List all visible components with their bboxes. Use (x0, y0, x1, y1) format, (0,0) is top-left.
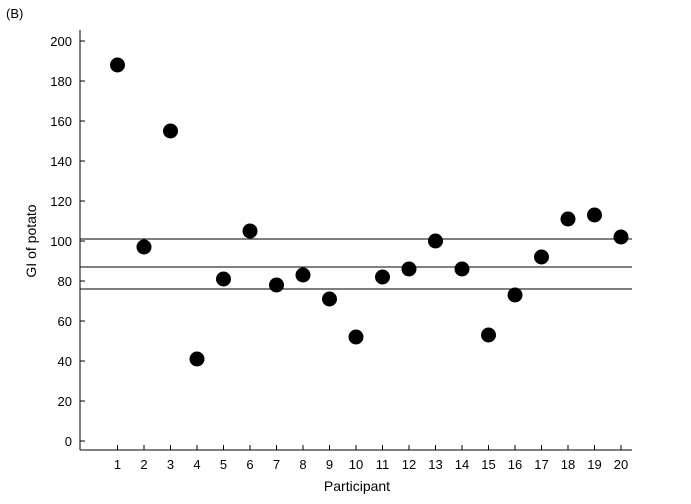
x-tick-label: 9 (326, 457, 333, 472)
x-tick-label: 4 (193, 457, 200, 472)
x-tick-label: 11 (376, 457, 390, 472)
y-tick-label: 120 (50, 194, 72, 209)
data-point (322, 291, 337, 307)
x-tick-label: 10 (349, 457, 363, 472)
x-tick-label: 5 (220, 457, 227, 472)
y-axis-title: GI of potato (23, 204, 39, 277)
data-point (110, 57, 125, 73)
x-axis-ticks: 1 2 3 4 5 6 7 8 9 10 11 12 13 14 15 16 17 18 19 20 (114, 445, 628, 472)
x-tick-label: 1 (114, 457, 121, 472)
x-tick-label: 12 (402, 457, 416, 472)
panel-label: (B) (6, 6, 23, 21)
data-point (269, 277, 284, 293)
y-tick-label: 180 (50, 74, 72, 89)
data-point (189, 351, 205, 367)
y-tick-label: 200 (50, 34, 72, 49)
y-tick-label: 20 (58, 394, 72, 409)
y-tick-label: 160 (50, 114, 72, 129)
x-tick-label: 16 (508, 457, 522, 472)
y-tick-label: 80 (58, 274, 72, 289)
y-tick-label: 100 (50, 234, 72, 249)
x-tick-label: 20 (614, 457, 628, 472)
y-tick-label: 60 (58, 314, 72, 329)
y-tick-label: 40 (58, 354, 72, 369)
reference-lines (80, 238, 632, 290)
data-point (295, 267, 311, 283)
x-axis-title: Participant (324, 478, 390, 494)
data-point (613, 229, 629, 245)
x-tick-label: 19 (587, 457, 601, 472)
data-point (560, 211, 576, 227)
data-point (348, 329, 364, 345)
data-point (136, 239, 152, 255)
x-tick-label: 2 (140, 457, 147, 472)
data-point (454, 261, 470, 277)
data-point (216, 271, 231, 287)
y-tick-label: 140 (50, 154, 72, 169)
data-point (587, 207, 602, 223)
x-tick-label: 8 (299, 457, 306, 472)
data-point (242, 223, 258, 239)
data-point (507, 287, 523, 303)
x-tick-label: 14 (455, 457, 469, 472)
x-tick-label: 7 (273, 457, 280, 472)
data-point (534, 249, 549, 265)
data-points (110, 57, 629, 367)
x-tick-label: 6 (246, 457, 253, 472)
data-point (163, 123, 178, 139)
data-point (401, 261, 417, 277)
axes (79, 30, 632, 451)
x-tick-label: 17 (534, 457, 548, 472)
x-tick-label: 13 (428, 457, 442, 472)
y-tick-label: 0 (65, 434, 72, 449)
data-point (375, 269, 390, 285)
y-axis-ticks: 0 20 40 60 80 100 120 140 160 180 200 (50, 34, 85, 449)
x-tick-label: 15 (481, 457, 495, 472)
x-tick-label: 3 (167, 457, 174, 472)
data-point (481, 327, 496, 343)
x-tick-label: 18 (561, 457, 575, 472)
data-point (428, 233, 443, 249)
